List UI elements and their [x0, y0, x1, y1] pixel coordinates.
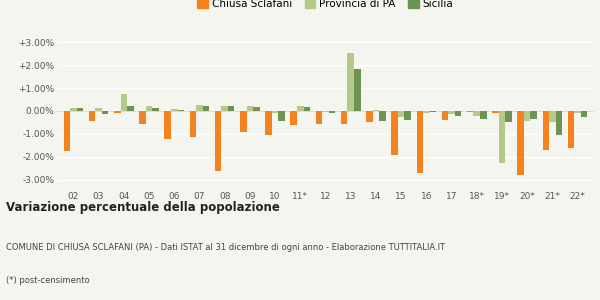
Bar	[64, 111, 70, 151]
Bar	[240, 111, 247, 132]
Bar	[146, 106, 152, 111]
Bar	[290, 111, 297, 125]
Bar	[524, 111, 530, 121]
Bar	[581, 111, 587, 117]
Text: Variazione percentuale della popolazione: Variazione percentuale della popolazione	[6, 201, 280, 214]
Bar	[530, 111, 537, 119]
Bar	[127, 106, 134, 111]
Bar	[228, 106, 235, 111]
Bar	[448, 111, 455, 114]
Bar	[366, 111, 373, 122]
Text: (*) post-censimento: (*) post-censimento	[6, 276, 89, 285]
Bar	[568, 111, 574, 148]
Text: COMUNE DI CHIUSA SCLAFANI (PA) - Dati ISTAT al 31 dicembre di ogni anno - Elabor: COMUNE DI CHIUSA SCLAFANI (PA) - Dati IS…	[6, 243, 445, 252]
Bar	[152, 108, 159, 111]
Bar	[391, 111, 398, 154]
Bar	[278, 111, 285, 121]
Bar	[95, 108, 102, 111]
Bar	[423, 111, 430, 113]
Bar	[430, 111, 436, 112]
Bar	[473, 111, 480, 116]
Bar	[297, 106, 304, 111]
Bar	[480, 111, 487, 119]
Bar	[347, 52, 354, 111]
Bar	[499, 111, 505, 163]
Bar	[164, 111, 171, 139]
Bar	[455, 111, 461, 116]
Bar	[70, 108, 77, 111]
Bar	[221, 106, 228, 111]
Bar	[556, 111, 562, 135]
Bar	[517, 111, 524, 175]
Bar	[190, 111, 196, 137]
Bar	[77, 108, 83, 111]
Bar	[442, 111, 448, 120]
Bar	[354, 69, 361, 111]
Bar	[265, 111, 272, 135]
Bar	[139, 111, 146, 124]
Bar	[114, 111, 121, 113]
Bar	[272, 111, 278, 113]
Bar	[341, 111, 347, 124]
Bar	[304, 107, 310, 111]
Bar	[404, 111, 411, 120]
Bar	[121, 94, 127, 111]
Bar	[329, 111, 335, 113]
Bar	[316, 111, 322, 124]
Bar	[398, 111, 404, 117]
Bar	[102, 111, 109, 114]
Bar	[322, 111, 329, 112]
Bar	[178, 110, 184, 111]
Bar	[196, 105, 203, 111]
Bar	[379, 111, 386, 121]
Bar	[574, 111, 581, 113]
Bar	[542, 111, 549, 150]
Bar	[416, 111, 423, 173]
Bar	[247, 106, 253, 111]
Bar	[505, 111, 512, 122]
Bar	[171, 109, 178, 111]
Legend: Chiusa Sclafani, Provincia di PA, Sicilia: Chiusa Sclafani, Provincia di PA, Sicili…	[193, 0, 458, 13]
Bar	[373, 110, 379, 111]
Bar	[549, 111, 556, 122]
Bar	[215, 111, 221, 171]
Bar	[492, 111, 499, 113]
Bar	[253, 107, 260, 111]
Bar	[203, 106, 209, 111]
Bar	[89, 111, 95, 121]
Bar	[467, 111, 473, 112]
